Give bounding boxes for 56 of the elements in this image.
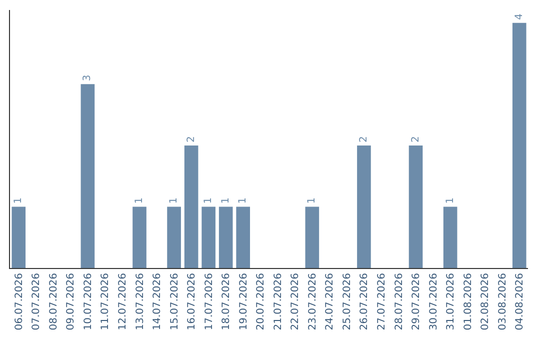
bar: [184, 145, 198, 268]
bar: [132, 206, 146, 268]
data-label: 1: [13, 197, 24, 204]
x-tick-label: 02.08.2026: [480, 273, 492, 330]
bar: [12, 206, 26, 268]
data-label: 2: [186, 136, 197, 142]
data-label: 1: [203, 197, 214, 204]
x-tick-label: 08.07.2026: [48, 273, 60, 330]
data-label: 1: [306, 197, 318, 204]
data-label: 1: [168, 197, 180, 204]
x-tick-label: 27.07.2026: [376, 273, 388, 330]
x-tick-label: 25.07.2026: [342, 273, 353, 330]
x-tick-label: 20.07.2026: [256, 273, 267, 330]
bar: [512, 22, 526, 268]
x-tick-label: 03.08.2026: [497, 273, 508, 330]
x-tick-label: 07.07.2026: [31, 273, 42, 330]
x-tick-label: 09.07.2026: [66, 273, 77, 330]
bar: [236, 206, 250, 268]
bar: [218, 206, 233, 268]
x-tick-label: 18.07.2026: [221, 273, 232, 330]
data-label: 2: [358, 136, 370, 142]
bar: [202, 206, 216, 268]
x-tick-label: 14.07.2026: [152, 273, 164, 330]
x-tick-label: 10.07.2026: [82, 273, 94, 330]
data-label: 3: [82, 74, 94, 82]
x-tick-label: 22.07.2026: [290, 273, 302, 330]
data-label: 1: [238, 197, 249, 204]
x-tick-label: 13.07.2026: [134, 273, 146, 330]
x-tick-label: 17.07.2026: [204, 273, 215, 330]
x-tick-label: 31.07.2026: [446, 273, 457, 330]
x-tick-label: 21.07.2026: [272, 273, 284, 330]
bar: [408, 145, 423, 268]
x-tick-label: 23.07.2026: [307, 273, 318, 330]
x-tick-label: 30.07.2026: [428, 273, 440, 330]
bar: [305, 206, 320, 268]
x-tick-label: 11.07.2026: [100, 273, 112, 330]
x-tick-label: 15.07.2026: [169, 273, 180, 330]
data-label: 1: [220, 197, 232, 204]
data-label: 4: [514, 14, 525, 20]
x-tick-label: 04.08.2026: [514, 273, 526, 330]
data-label: 1: [134, 197, 145, 204]
x-tick-label: 12.07.2026: [117, 273, 128, 330]
x-tick-label: 24.07.2026: [324, 273, 336, 330]
data-label: 1: [444, 197, 456, 204]
data-label: 2: [410, 136, 422, 142]
bar: [443, 206, 458, 268]
x-tick-label: 26.07.2026: [359, 273, 370, 330]
x-tick-label: 01.08.2026: [462, 273, 474, 330]
x-tick-label: 28.07.2026: [394, 273, 405, 330]
x-tick-label: 29.07.2026: [411, 273, 422, 330]
bar: [80, 84, 95, 268]
bar: [357, 145, 371, 268]
x-tick-label: 06.07.2026: [14, 273, 25, 330]
x-tick-label: 16.07.2026: [186, 273, 198, 330]
x-tick-label: 19.07.2026: [238, 273, 250, 330]
bar: [167, 206, 181, 268]
